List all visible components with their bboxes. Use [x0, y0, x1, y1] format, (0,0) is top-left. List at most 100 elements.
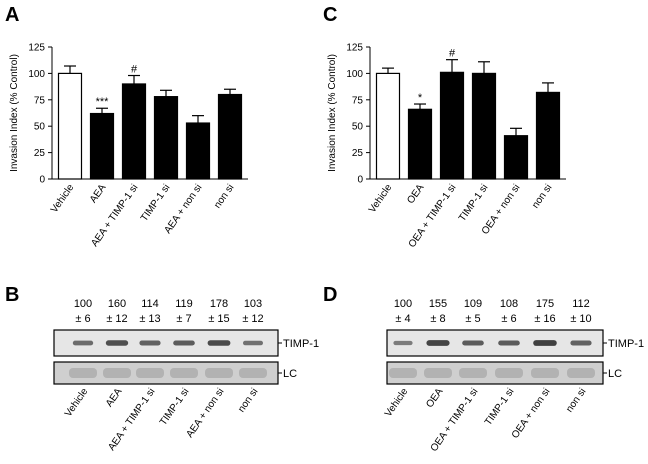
densitometry-error-D: ± 6 [501, 313, 516, 325]
y-tick-label-C: 125 [346, 43, 363, 54]
lc-band-D-2 [459, 368, 487, 378]
significance-mark-A: *** [96, 96, 110, 108]
bar-A-2 [121, 83, 147, 180]
y-axis-label-A: Invasion Index (% Control) [9, 54, 20, 172]
densitometry-value-B: 114 [141, 298, 159, 310]
densitometry-error-B: ± 12 [106, 313, 127, 325]
timp1-band-B-0 [72, 340, 94, 346]
bar-A-4 [185, 122, 211, 180]
panel-label-D: D [323, 284, 337, 306]
timp1-band-B-5 [243, 340, 263, 346]
densitometry-error-B: ± 6 [75, 313, 90, 325]
panel-label-C: C [323, 4, 337, 26]
lane-label-D: OEA [424, 386, 445, 410]
densitometry-error-B: ± 13 [139, 313, 160, 325]
bar-A-1 [89, 112, 115, 180]
lc-band-D-1 [424, 368, 452, 378]
lc-band-D-5 [567, 368, 595, 378]
lane-label-D: non si [564, 386, 588, 414]
densitometry-value-B: 103 [244, 298, 262, 310]
category-label-C: TIMP-1 si [457, 182, 491, 223]
y-tick-label-A: 50 [34, 122, 46, 133]
y-tick-label-A: 125 [28, 43, 45, 54]
lc-band-B-0 [69, 368, 97, 378]
y-tick-label-A: 75 [34, 95, 46, 106]
bar-C-0 [375, 72, 401, 180]
y-tick-label-A: 100 [28, 69, 45, 80]
significance-mark-C: * [418, 92, 423, 104]
category-label-C: non si [530, 182, 554, 210]
densitometry-error-B: ± 15 [208, 313, 229, 325]
lc-band-B-5 [239, 368, 267, 378]
lane-label-D: OEA + non si [510, 386, 553, 440]
y-axis-label-C: Invasion Index (% Control) [327, 54, 338, 172]
y-tick-label-A: 25 [34, 148, 46, 159]
densitometry-error-D: ± 16 [534, 313, 555, 325]
lc-band-D-3 [495, 368, 523, 378]
densitometry-value-B: 160 [108, 298, 126, 310]
densitometry-value-B: 119 [175, 298, 193, 310]
bar-C-5 [535, 91, 561, 180]
lc-label-D: LC [608, 368, 622, 380]
densitometry-value-D: 109 [464, 298, 482, 310]
bar-C-2 [439, 71, 465, 180]
y-tick-label-C: 0 [357, 175, 363, 186]
category-label-A: Vehicle [49, 182, 77, 215]
timp1-band-B-1 [105, 340, 129, 346]
bar-C-3 [471, 72, 497, 180]
densitometry-value-D: 175 [536, 298, 554, 310]
timp1-band-B-4 [207, 340, 231, 346]
densitometry-error-D: ± 5 [465, 313, 480, 325]
significance-mark-A: # [131, 64, 138, 76]
lane-label-D: TIMP-1 si [483, 386, 517, 427]
densitometry-value-B: 100 [74, 298, 92, 310]
timp1-band-D-5 [570, 340, 592, 346]
lc-label-B: LC [283, 368, 297, 380]
timp1-label-D: TIMP-1 [608, 338, 644, 350]
lane-label-B: AEA + non si [184, 386, 226, 439]
timp1-band-D-2 [462, 340, 484, 346]
y-tick-label-C: 25 [352, 148, 364, 159]
timp1-blot-D [386, 329, 604, 357]
densitometry-error-D: ± 8 [430, 313, 445, 325]
timp1-band-D-1 [426, 340, 450, 346]
lane-label-B: AEA [104, 386, 125, 409]
densitometry-value-D: 100 [394, 298, 412, 310]
panel-label-B: B [5, 284, 19, 306]
lc-band-B-1 [103, 368, 131, 378]
y-tick-label-A: 0 [39, 175, 45, 186]
y-tick-label-C: 50 [352, 122, 364, 133]
category-label-C: OEA [405, 182, 426, 206]
bar-A-5 [217, 93, 243, 180]
densitometry-value-D: 108 [500, 298, 518, 310]
lane-label-B: non si [236, 386, 260, 414]
densitometry-value-B: 178 [210, 298, 228, 310]
densitometry-value-D: 112 [572, 298, 590, 310]
densitometry-error-B: ± 12 [242, 313, 263, 325]
y-tick-label-C: 75 [352, 95, 364, 106]
lc-band-D-4 [531, 368, 559, 378]
densitometry-error-B: ± 7 [176, 313, 191, 325]
lc-band-D-0 [389, 368, 417, 378]
timp1-band-B-2 [139, 340, 161, 346]
category-label-A: AEA [88, 182, 109, 205]
lane-label-B: TIMP-1 si [158, 386, 192, 427]
bar-A-0 [57, 72, 83, 180]
y-tick-label-C: 100 [346, 69, 363, 80]
timp1-band-D-3 [498, 340, 520, 346]
lane-label-B: Vehicle [63, 386, 91, 419]
timp1-label-B: TIMP-1 [283, 338, 319, 350]
lc-band-B-3 [170, 368, 198, 378]
densitometry-error-D: ± 10 [570, 313, 591, 325]
bar-A-3 [153, 96, 179, 180]
category-label-C: Vehicle [367, 182, 395, 215]
category-label-A: TIMP-1 si [139, 182, 173, 223]
lc-band-B-4 [205, 368, 233, 378]
lane-label-D: Vehicle [383, 386, 411, 419]
timp1-band-B-3 [173, 340, 195, 346]
densitometry-value-D: 155 [429, 298, 447, 310]
densitometry-error-D: ± 4 [395, 313, 410, 325]
timp1-band-D-4 [533, 340, 557, 346]
panel-label-A: A [5, 4, 19, 26]
timp1-band-D-0 [393, 340, 413, 346]
